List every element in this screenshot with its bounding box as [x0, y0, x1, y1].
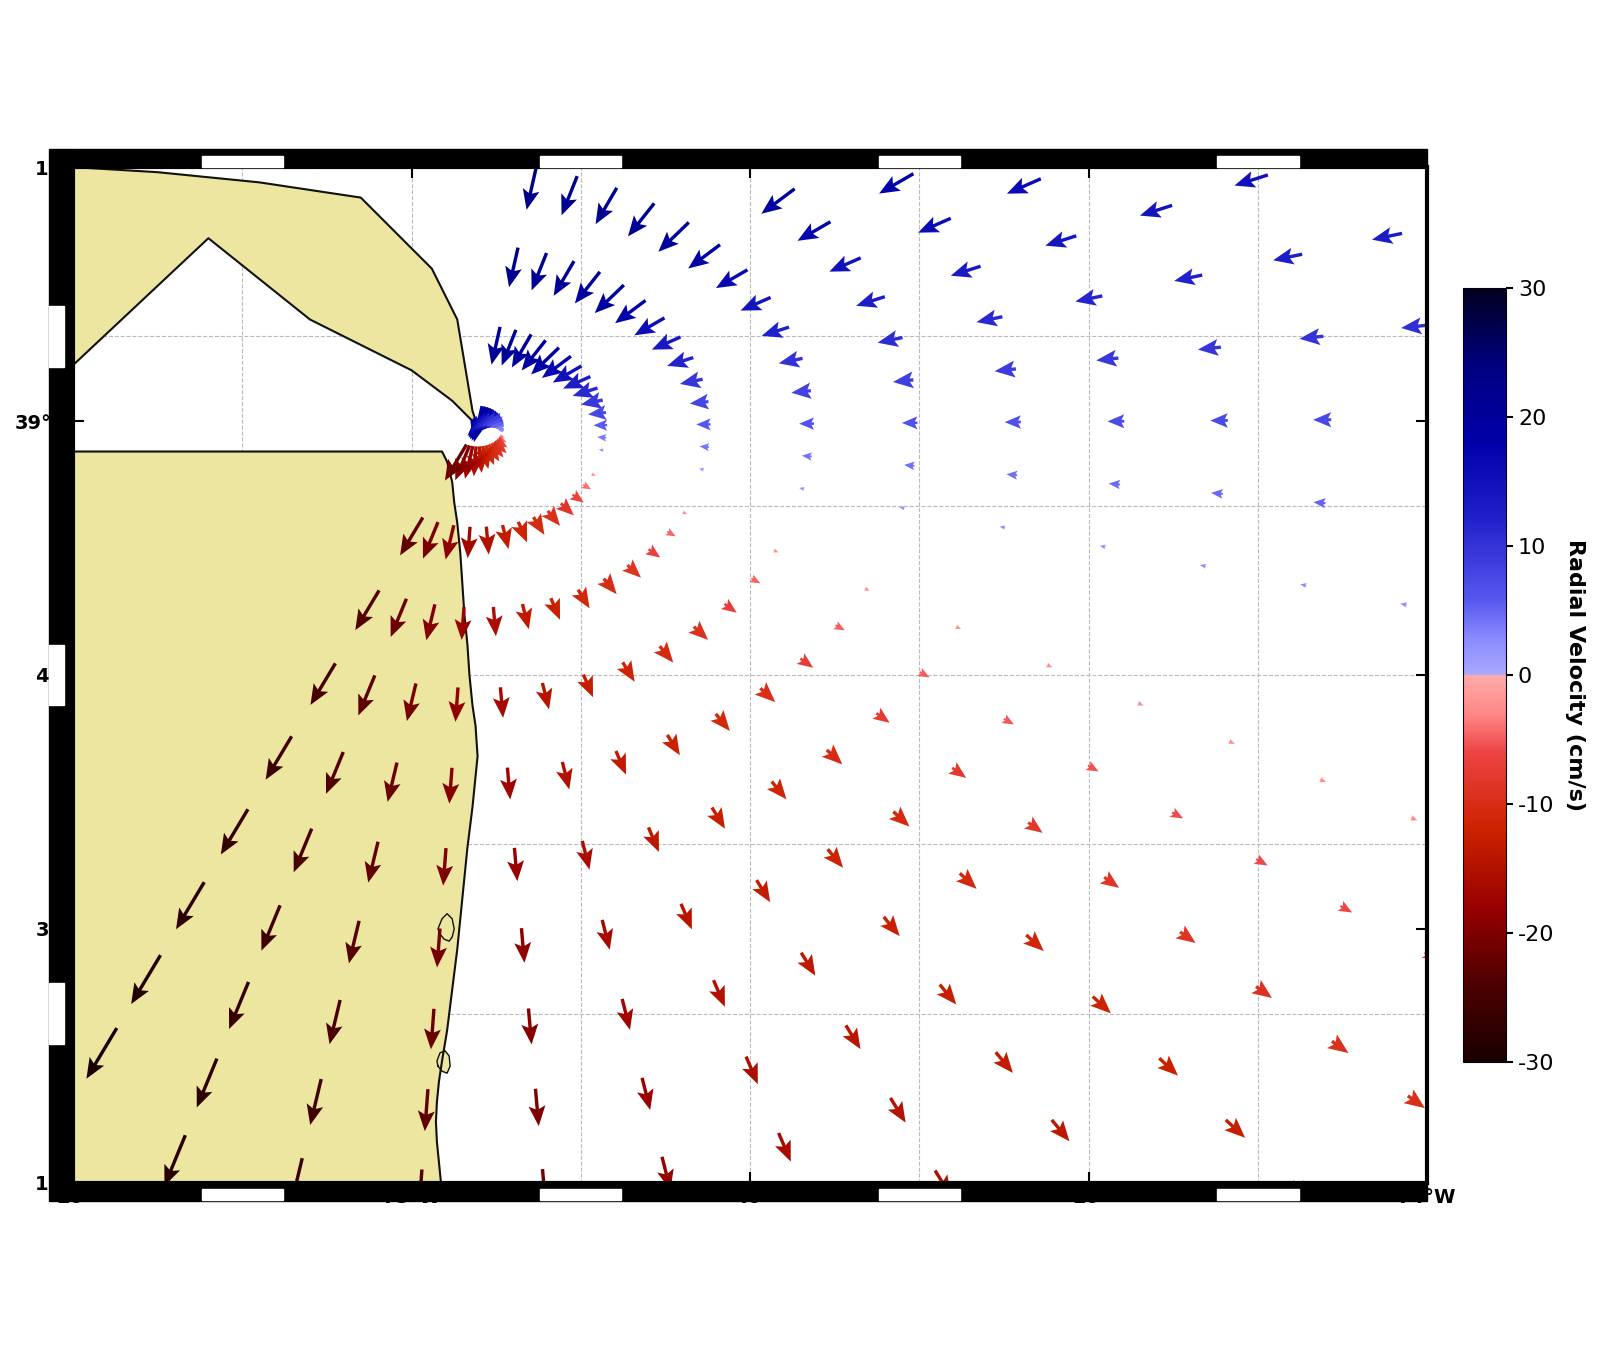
Bar — [74, 148, 1427, 167]
Polygon shape — [74, 451, 477, 1183]
Bar — [202, 1189, 283, 1200]
Bar — [50, 644, 64, 706]
Bar — [541, 155, 621, 166]
Polygon shape — [437, 1050, 450, 1073]
Bar — [202, 155, 283, 166]
Bar — [48, 148, 74, 1202]
Bar — [541, 1189, 621, 1200]
Y-axis label: Radial Velocity (cm/s): Radial Velocity (cm/s) — [1565, 539, 1586, 811]
Bar — [878, 1189, 960, 1200]
Bar — [1218, 155, 1299, 166]
Bar — [50, 306, 64, 367]
Polygon shape — [74, 167, 477, 427]
Bar — [878, 155, 960, 166]
Bar — [50, 983, 64, 1044]
Bar — [1218, 1189, 1299, 1200]
Polygon shape — [438, 914, 454, 941]
Bar — [74, 1183, 1427, 1202]
